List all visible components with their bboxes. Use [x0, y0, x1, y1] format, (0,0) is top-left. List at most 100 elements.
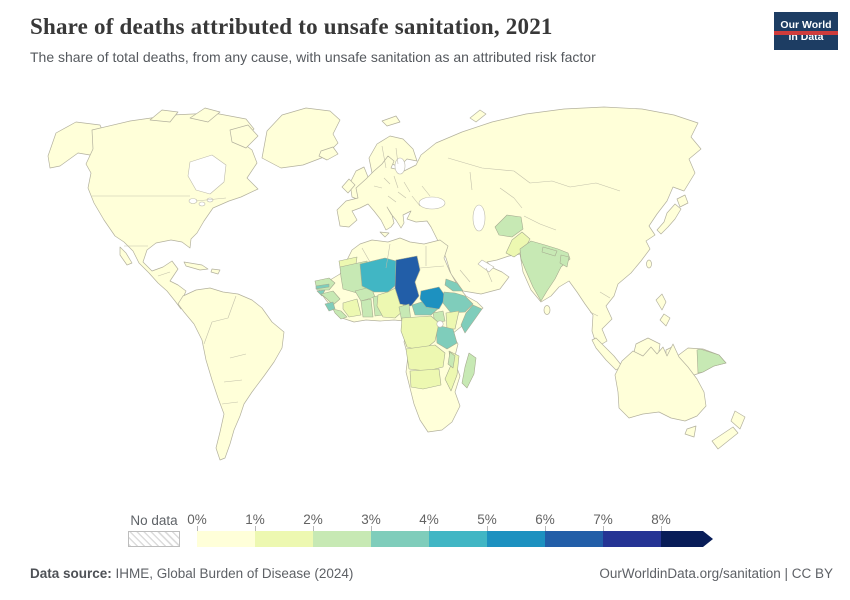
legend-bin-1-2[interactable]	[255, 531, 313, 547]
country-madagascar[interactable]	[461, 352, 477, 389]
country-ghana[interactable]	[360, 298, 374, 318]
legend-bin-7-8[interactable]	[603, 531, 661, 547]
legend-bin-3-4[interactable]	[371, 531, 429, 547]
island-tasmania[interactable]	[684, 425, 697, 438]
legend-tickmark	[545, 526, 546, 531]
legend-no-data-swatch[interactable]	[128, 531, 180, 547]
border-lines-south-america	[203, 295, 247, 405]
legend-bin-0-1[interactable]	[197, 531, 255, 547]
country-liberia[interactable]	[332, 308, 348, 320]
legend-tick-7: 7%	[593, 512, 613, 527]
region-baja-california[interactable]	[119, 246, 133, 266]
country-philippines-south[interactable]	[659, 313, 671, 327]
island-sumatra[interactable]	[591, 337, 623, 371]
legend-tick-6: 6%	[535, 512, 555, 527]
country-somalia[interactable]	[460, 304, 483, 334]
country-tanzania[interactable]	[435, 324, 458, 350]
water-lake-victoria	[436, 320, 444, 328]
legend-no-data-label: No data	[130, 513, 178, 528]
country-malawi[interactable]	[447, 351, 456, 369]
country-bangladesh[interactable]	[559, 254, 570, 268]
country-sierra-leone[interactable]	[324, 301, 336, 312]
owid-logo[interactable]: Our World in Data	[774, 12, 838, 50]
legend-tickmark	[661, 526, 662, 531]
border-lines-north-america	[92, 195, 227, 277]
island-sri-lanka[interactable]	[543, 305, 551, 315]
legend-color-bar: 0% 1% 2% 3% 4% 5% 6% 7% 8%	[187, 512, 713, 547]
country-ethiopia[interactable]	[442, 291, 474, 314]
landmass-south-america[interactable]	[177, 287, 285, 461]
country-cuba[interactable]	[183, 261, 209, 271]
water-great-lake-1	[188, 198, 198, 204]
country-new-zealand-north[interactable]	[730, 410, 746, 430]
chart-header: Share of deaths attributed to unsafe san…	[30, 14, 760, 65]
country-afghanistan[interactable]	[494, 214, 524, 238]
legend-tick-5: 5%	[477, 512, 497, 527]
country-guinea[interactable]	[320, 290, 341, 306]
country-gambia[interactable]	[315, 283, 330, 290]
country-south-sudan[interactable]	[419, 286, 447, 310]
country-philippines-north[interactable]	[655, 293, 667, 311]
legend-tickmark	[487, 526, 488, 531]
arctic-island-1[interactable]	[149, 109, 179, 123]
legend-bin-4-5[interactable]	[429, 531, 487, 547]
region-namibia-botswana[interactable]	[409, 368, 442, 390]
chart-footer: Data source: IHME, Global Burden of Dise…	[0, 566, 850, 581]
water-baltic-sea	[394, 157, 406, 175]
legend-bin-5-6[interactable]	[487, 531, 545, 547]
page-title: Share of deaths attributed to unsafe san…	[30, 14, 553, 39]
island-svalbard[interactable]	[381, 115, 401, 127]
country-india[interactable]	[519, 240, 571, 302]
country-kenya[interactable]	[445, 310, 460, 330]
country-nepal[interactable]	[541, 246, 558, 257]
legend-tickmark	[603, 526, 604, 531]
legend-tickmark	[255, 526, 256, 531]
country-cote-divoire[interactable]	[342, 298, 362, 318]
water-black-sea	[418, 196, 446, 210]
data-source-value: IHME, Global Burden of Disease (2024)	[111, 566, 354, 581]
legend-tickmark	[371, 526, 372, 531]
country-iceland[interactable]	[318, 146, 339, 161]
legend-tickmark	[429, 526, 430, 531]
island-taiwan[interactable]	[646, 259, 652, 269]
country-new-zealand-south[interactable]	[711, 426, 739, 450]
country-niger[interactable]	[359, 257, 398, 293]
island-hispaniola[interactable]	[210, 268, 221, 275]
island-sicily[interactable]	[379, 231, 390, 238]
legend-tickmark	[197, 526, 198, 531]
owid-logo-line1: Our World	[780, 18, 832, 31]
credit-link[interactable]: OurWorldinData.org/sanitation | CC BY	[599, 566, 833, 581]
legend-tick-3: 3%	[361, 512, 381, 527]
island-hokkaido[interactable]	[676, 194, 689, 208]
island-baffin[interactable]	[229, 124, 259, 149]
legend-tick-0: 0%	[187, 512, 207, 527]
country-japan[interactable]	[656, 203, 682, 235]
legend-tick-2: 2%	[303, 512, 323, 527]
country-pakistan[interactable]	[505, 231, 531, 258]
country-australia[interactable]	[614, 343, 707, 422]
map-legend: No data 0% 1% 2% 3% 4% 5% 6% 7% 8%	[128, 512, 713, 547]
owid-logo-accent-bar	[774, 31, 838, 35]
water-persian-gulf	[477, 259, 495, 273]
country-eritrea[interactable]	[444, 278, 464, 292]
border-lines-asia	[447, 157, 621, 317]
border-lines-africa-arabia	[361, 243, 493, 283]
region-angola-zambia-zimbabwe[interactable]	[405, 344, 446, 372]
legend-tick-8: 8%	[651, 512, 671, 527]
country-chad[interactable]	[394, 255, 421, 307]
legend-bin-8-plus[interactable]	[661, 531, 713, 547]
island-novaya-zemlya[interactable]	[469, 109, 487, 123]
chart-subtitle: The share of total deaths, from any caus…	[30, 49, 596, 65]
data-source-label: Data source:	[30, 566, 112, 581]
legend-no-data[interactable]: No data	[128, 513, 180, 547]
arctic-island-2[interactable]	[189, 107, 221, 123]
country-guinea-bissau[interactable]	[316, 289, 326, 297]
country-ireland[interactable]	[341, 178, 356, 194]
water-caspian-sea	[472, 204, 486, 232]
legend-bin-2-3[interactable]	[313, 531, 371, 547]
legend-tick-1: 1%	[245, 512, 265, 527]
legend-bin-6-7[interactable]	[545, 531, 603, 547]
country-papua-new-guinea[interactable]	[696, 348, 727, 374]
